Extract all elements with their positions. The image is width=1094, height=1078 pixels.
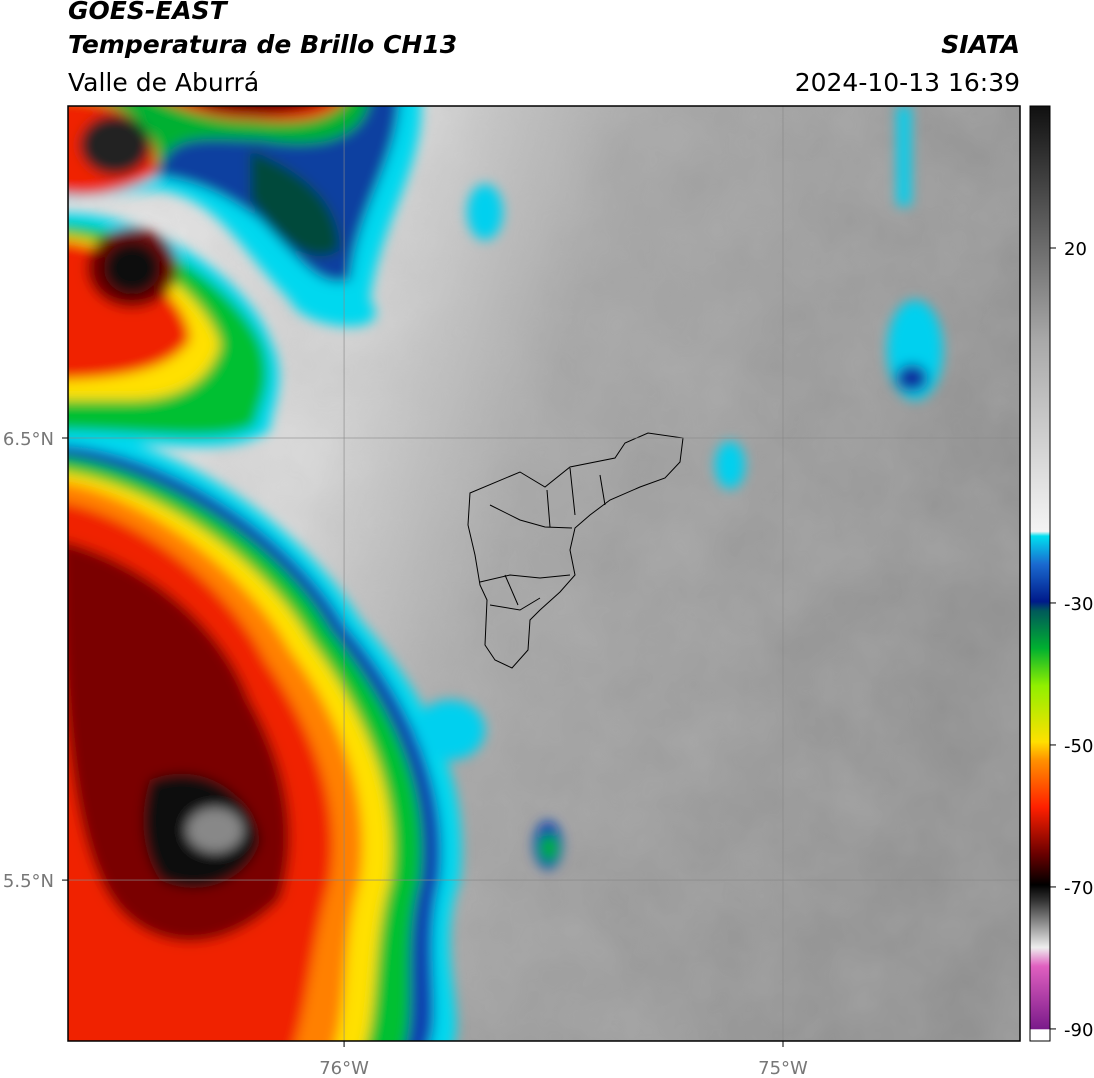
x-tick-label: 75°W xyxy=(758,1058,808,1078)
colorbar-tick-label: -50 xyxy=(1064,736,1093,757)
colorbar xyxy=(1029,105,1051,1042)
colorbar-tick-label: 20 xyxy=(1064,239,1087,260)
colorbar-tick-label: -30 xyxy=(1064,594,1093,615)
colorbar-tick-label: -90 xyxy=(1064,1020,1093,1041)
satellite-title: GOES-EAST xyxy=(68,0,227,25)
map-frame xyxy=(67,105,1021,1042)
datetime-label: 2024-10-13 16:39 xyxy=(794,68,1020,97)
region-label: Valle de Aburrá xyxy=(68,68,260,97)
map-area xyxy=(68,106,1020,1041)
y-tick-label: 5.5°N xyxy=(3,871,54,892)
product-title: Temperatura de Brillo CH13 xyxy=(68,30,458,59)
agency-label: SIATA xyxy=(941,30,1020,59)
colorbar-tick-label: -70 xyxy=(1064,878,1093,899)
y-tick-label: 6.5°N xyxy=(3,429,54,450)
x-tick-label: 76°W xyxy=(319,1058,369,1078)
